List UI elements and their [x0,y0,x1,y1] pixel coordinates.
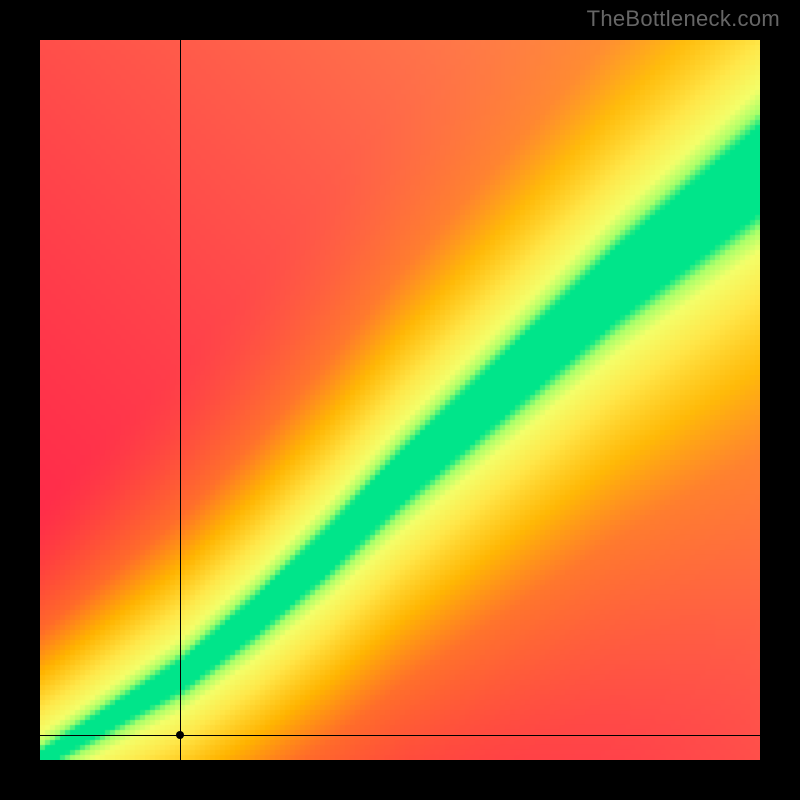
heatmap-canvas [40,40,760,760]
crosshair-marker-dot [176,731,184,739]
plot-area [40,40,760,760]
crosshair-horizontal [40,735,760,736]
crosshair-vertical [180,40,181,760]
chart-container: TheBottleneck.com [0,0,800,800]
watermark-text: TheBottleneck.com [587,6,780,32]
